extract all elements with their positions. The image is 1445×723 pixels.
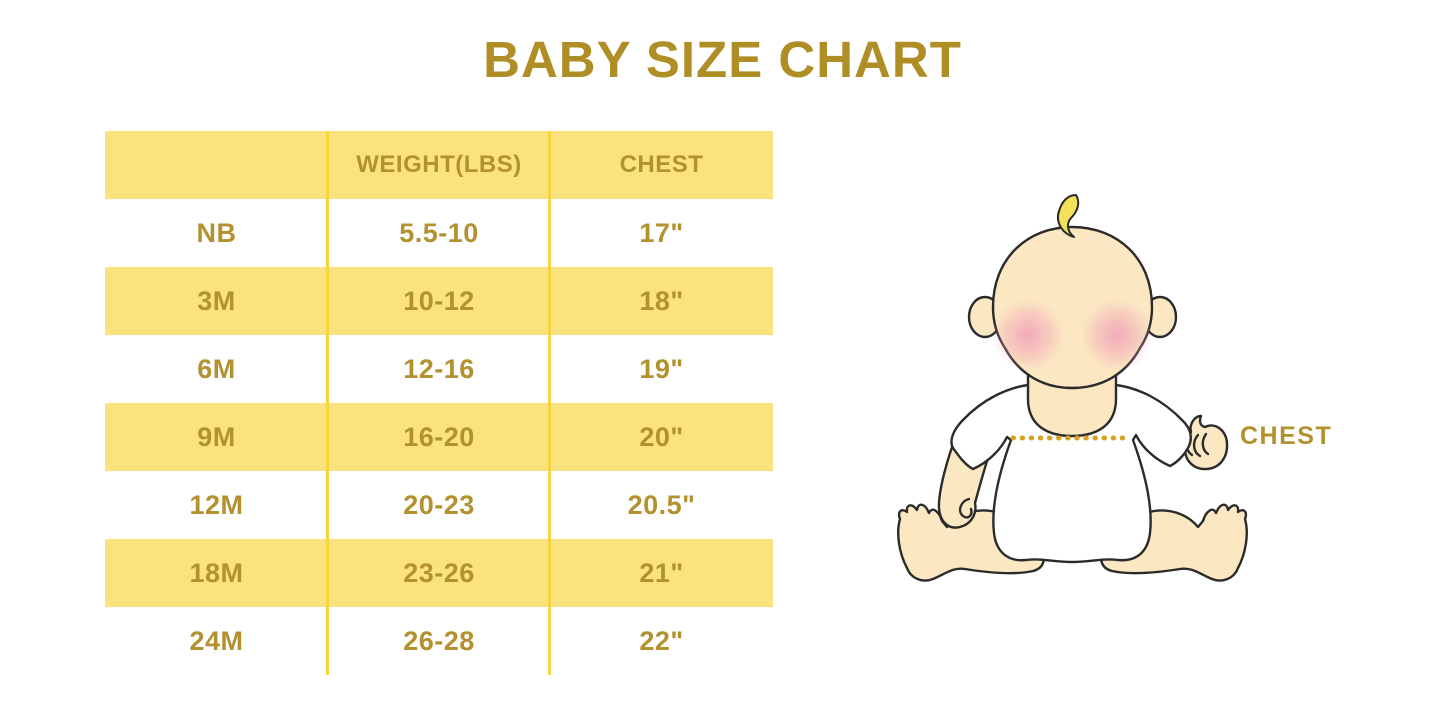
header-weight: WEIGHT(LBS) bbox=[356, 151, 522, 178]
chest-value: 20" bbox=[639, 421, 684, 452]
table-header-row: WEIGHT(LBS) CHEST bbox=[105, 131, 773, 199]
table-row: 9M 16-20 20" bbox=[105, 403, 773, 471]
chest-value: 19" bbox=[639, 353, 684, 384]
chest-label: CHEST bbox=[1240, 422, 1333, 450]
size-value: 24M bbox=[189, 625, 244, 656]
page-title: BABY SIZE CHART bbox=[483, 31, 962, 88]
table-row: NB 5.5-10 17" bbox=[105, 199, 773, 267]
weight-value: 16-20 bbox=[403, 421, 475, 452]
baby-cheek-right bbox=[1081, 299, 1153, 371]
weight-value: 26-28 bbox=[403, 625, 475, 656]
chest-value: 20.5" bbox=[627, 489, 696, 520]
column-separator bbox=[326, 131, 329, 675]
table-row: 3M 10-12 18" bbox=[105, 267, 773, 335]
baby-onesie bbox=[950, 381, 1192, 564]
header-chest: CHEST bbox=[619, 151, 704, 178]
size-value: 12M bbox=[189, 489, 244, 520]
chest-value: 18" bbox=[639, 285, 684, 316]
size-value: 18M bbox=[189, 557, 244, 588]
weight-value: 10-12 bbox=[403, 285, 475, 316]
baby-cheek-left bbox=[992, 299, 1064, 371]
size-chart-table: WEIGHT(LBS) CHEST NB 5.5-10 17" 3M 10-12… bbox=[105, 131, 773, 675]
size-value: 6M bbox=[197, 353, 236, 384]
column-separator bbox=[548, 131, 551, 675]
weight-value: 12-16 bbox=[403, 353, 475, 384]
weight-value: 20-23 bbox=[403, 489, 475, 520]
table-row: 6M 12-16 19" bbox=[105, 335, 773, 403]
weight-value: 5.5-10 bbox=[399, 217, 479, 248]
table-row: 12M 20-23 20.5" bbox=[105, 471, 773, 539]
weight-value: 23-26 bbox=[403, 557, 475, 588]
size-value: 9M bbox=[197, 421, 236, 452]
table-row: 24M 26-28 22" bbox=[105, 607, 773, 675]
chest-value: 17" bbox=[639, 217, 684, 248]
baby-illustration bbox=[897, 194, 1248, 582]
table-row: 18M 23-26 21" bbox=[105, 539, 773, 607]
chest-value: 21" bbox=[639, 557, 684, 588]
size-value: NB bbox=[196, 217, 237, 248]
size-value: 3M bbox=[197, 285, 236, 316]
baby-hair-icon bbox=[1057, 194, 1080, 238]
chest-value: 22" bbox=[639, 625, 684, 656]
